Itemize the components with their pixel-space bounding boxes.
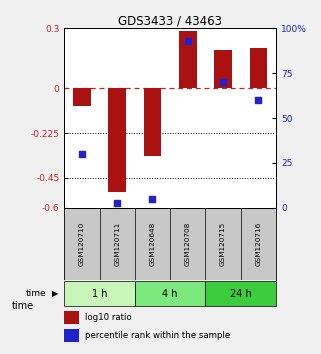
Point (115, 200, 120, 205)
Text: time: time (26, 289, 47, 298)
Bar (143, 88, 161, 156)
Bar (108, 88, 126, 192)
Text: GSM120715: GSM120715 (220, 222, 226, 266)
Text: percentile rank within the sample: percentile rank within the sample (85, 331, 230, 340)
Bar (214, 50, 232, 88)
Point (221, 79, 226, 85)
Text: time: time (12, 301, 34, 311)
Bar (249, 48, 267, 88)
Text: 4 h: 4 h (162, 289, 178, 298)
Point (150, 196, 155, 202)
Bar (179, 31, 196, 88)
Text: 1 h: 1 h (92, 289, 107, 298)
Text: GSM120648: GSM120648 (150, 222, 155, 266)
Text: GSM120708: GSM120708 (185, 222, 191, 266)
Point (79, 151, 84, 157)
Point (185, 38, 190, 44)
Text: ▶: ▶ (51, 289, 58, 298)
Point (256, 97, 261, 103)
Text: log10 ratio: log10 ratio (85, 313, 132, 322)
Bar (135, 281, 205, 306)
Bar (205, 281, 276, 306)
Text: 24 h: 24 h (230, 289, 252, 298)
Text: GSM120710: GSM120710 (79, 222, 85, 266)
Bar (64, 281, 135, 306)
Bar (73, 88, 91, 106)
Text: GSM120716: GSM120716 (256, 222, 261, 266)
Bar (64, 311, 79, 324)
Title: GDS3433 / 43463: GDS3433 / 43463 (118, 14, 222, 27)
Text: GSM120711: GSM120711 (114, 222, 120, 266)
Bar (64, 329, 79, 342)
